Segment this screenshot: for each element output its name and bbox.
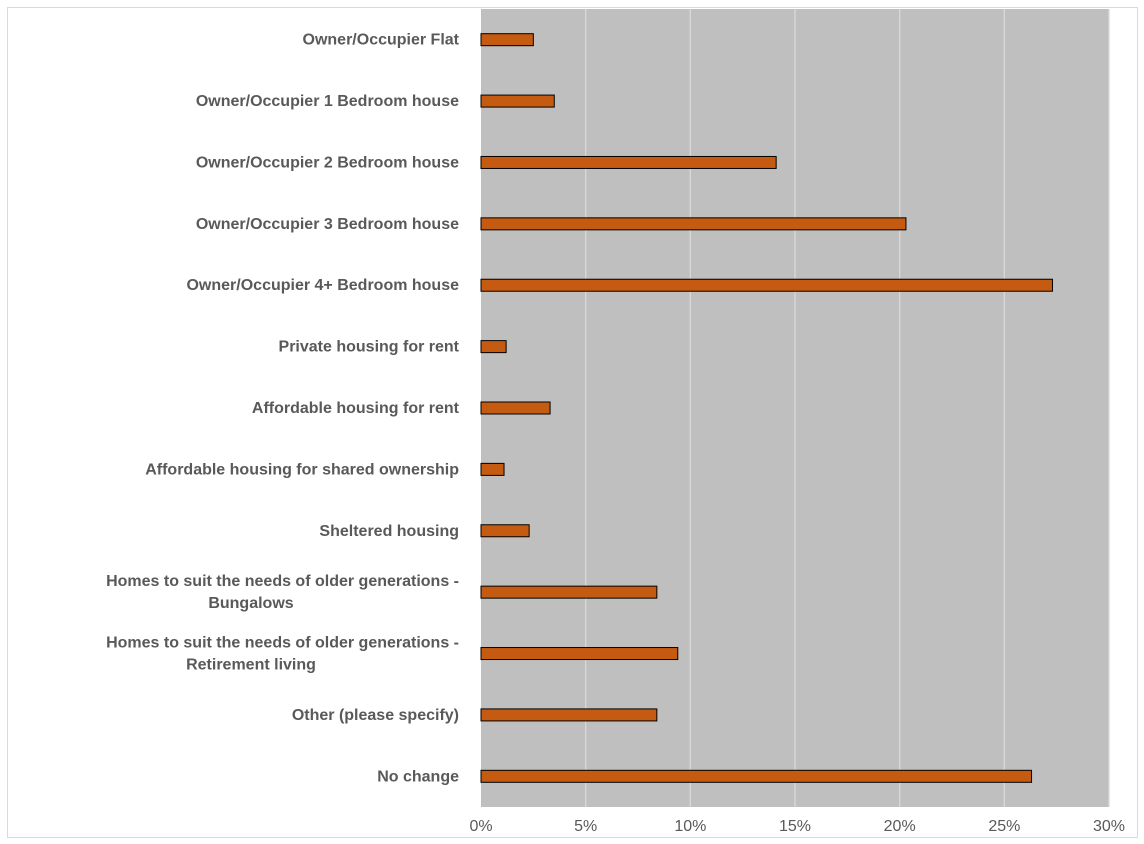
category-label-line: Owner/Occupier 1 Bedroom house	[196, 93, 459, 110]
category-label-line: Affordable housing for shared ownership	[145, 461, 459, 478]
x-tick-label: 25%	[988, 818, 1020, 835]
category-label-line: Sheltered housing	[319, 523, 459, 540]
category-label-line: Owner/Occupier 2 Bedroom house	[196, 154, 459, 171]
category-label-line: Homes to suit the needs of older generat…	[106, 635, 459, 652]
category-label: Sheltered housing	[319, 523, 459, 540]
category-label-line: Retirement living	[186, 657, 316, 674]
category-label-line: Homes to suit the needs of older generat…	[106, 573, 459, 590]
category-label: Owner/Occupier 4+ Bedroom house	[186, 277, 459, 294]
chart-frame: Owner/Occupier Flat Owner/Occupier 1 Bedr…	[7, 7, 1138, 838]
bar	[480, 94, 555, 108]
gridlines	[585, 9, 1110, 807]
category-label: Homes to suit the needs of older generat…	[106, 573, 459, 612]
x-tick-label: 20%	[884, 818, 916, 835]
category-label-line: Other (please specify)	[292, 707, 459, 724]
category-label-line: Bungalows	[208, 595, 293, 612]
bar-chart: Owner/Occupier Flat Owner/Occupier 1 Bedr…	[106, 9, 1125, 835]
category-label: Owner/Occupier 3 Bedroom house	[196, 216, 459, 233]
category-label-line: Owner/Occupier Flat	[303, 32, 460, 49]
category-label: Owner/Occupier 1 Bedroom house	[196, 93, 459, 110]
bar	[480, 524, 530, 538]
bar	[480, 462, 505, 476]
bar	[480, 340, 507, 354]
x-tick-label: 15%	[779, 818, 811, 835]
category-label-line: Owner/Occupier 4+ Bedroom house	[186, 277, 459, 294]
bar	[480, 155, 777, 169]
x-tick-label: 10%	[674, 818, 706, 835]
x-tick-label: 5%	[574, 818, 597, 835]
category-labels: Owner/Occupier Flat Owner/Occupier 1 Bedr…	[106, 32, 460, 786]
bar	[480, 708, 658, 722]
category-label: Affordable housing for rent	[252, 400, 460, 417]
bar	[480, 278, 1053, 292]
category-label-line: Private housing for rent	[279, 339, 460, 356]
category-label-line: Affordable housing for rent	[252, 400, 460, 417]
bar	[480, 585, 658, 599]
category-label-line: Owner/Occupier 3 Bedroom house	[196, 216, 459, 233]
category-label: Owner/Occupier Flat	[303, 32, 460, 49]
category-label: No change	[377, 768, 459, 785]
category-label: Affordable housing for shared ownership	[145, 461, 459, 478]
category-label: Other (please specify)	[292, 707, 459, 724]
x-tick-label: 30%	[1093, 818, 1125, 835]
category-label-line: No change	[377, 768, 459, 785]
bar	[480, 401, 551, 415]
bars	[480, 33, 1053, 783]
x-tick-label: 0%	[469, 818, 492, 835]
x-axis-tick-labels: 0% 5% 10% 15% 20% 25% 30%	[469, 818, 1125, 835]
bar	[480, 769, 1033, 783]
category-label: Homes to suit the needs of older generat…	[106, 635, 459, 674]
category-label: Owner/Occupier 2 Bedroom house	[196, 154, 459, 171]
bar	[480, 217, 907, 231]
bar	[480, 647, 679, 661]
bar	[480, 33, 534, 47]
category-label: Private housing for rent	[279, 339, 460, 356]
